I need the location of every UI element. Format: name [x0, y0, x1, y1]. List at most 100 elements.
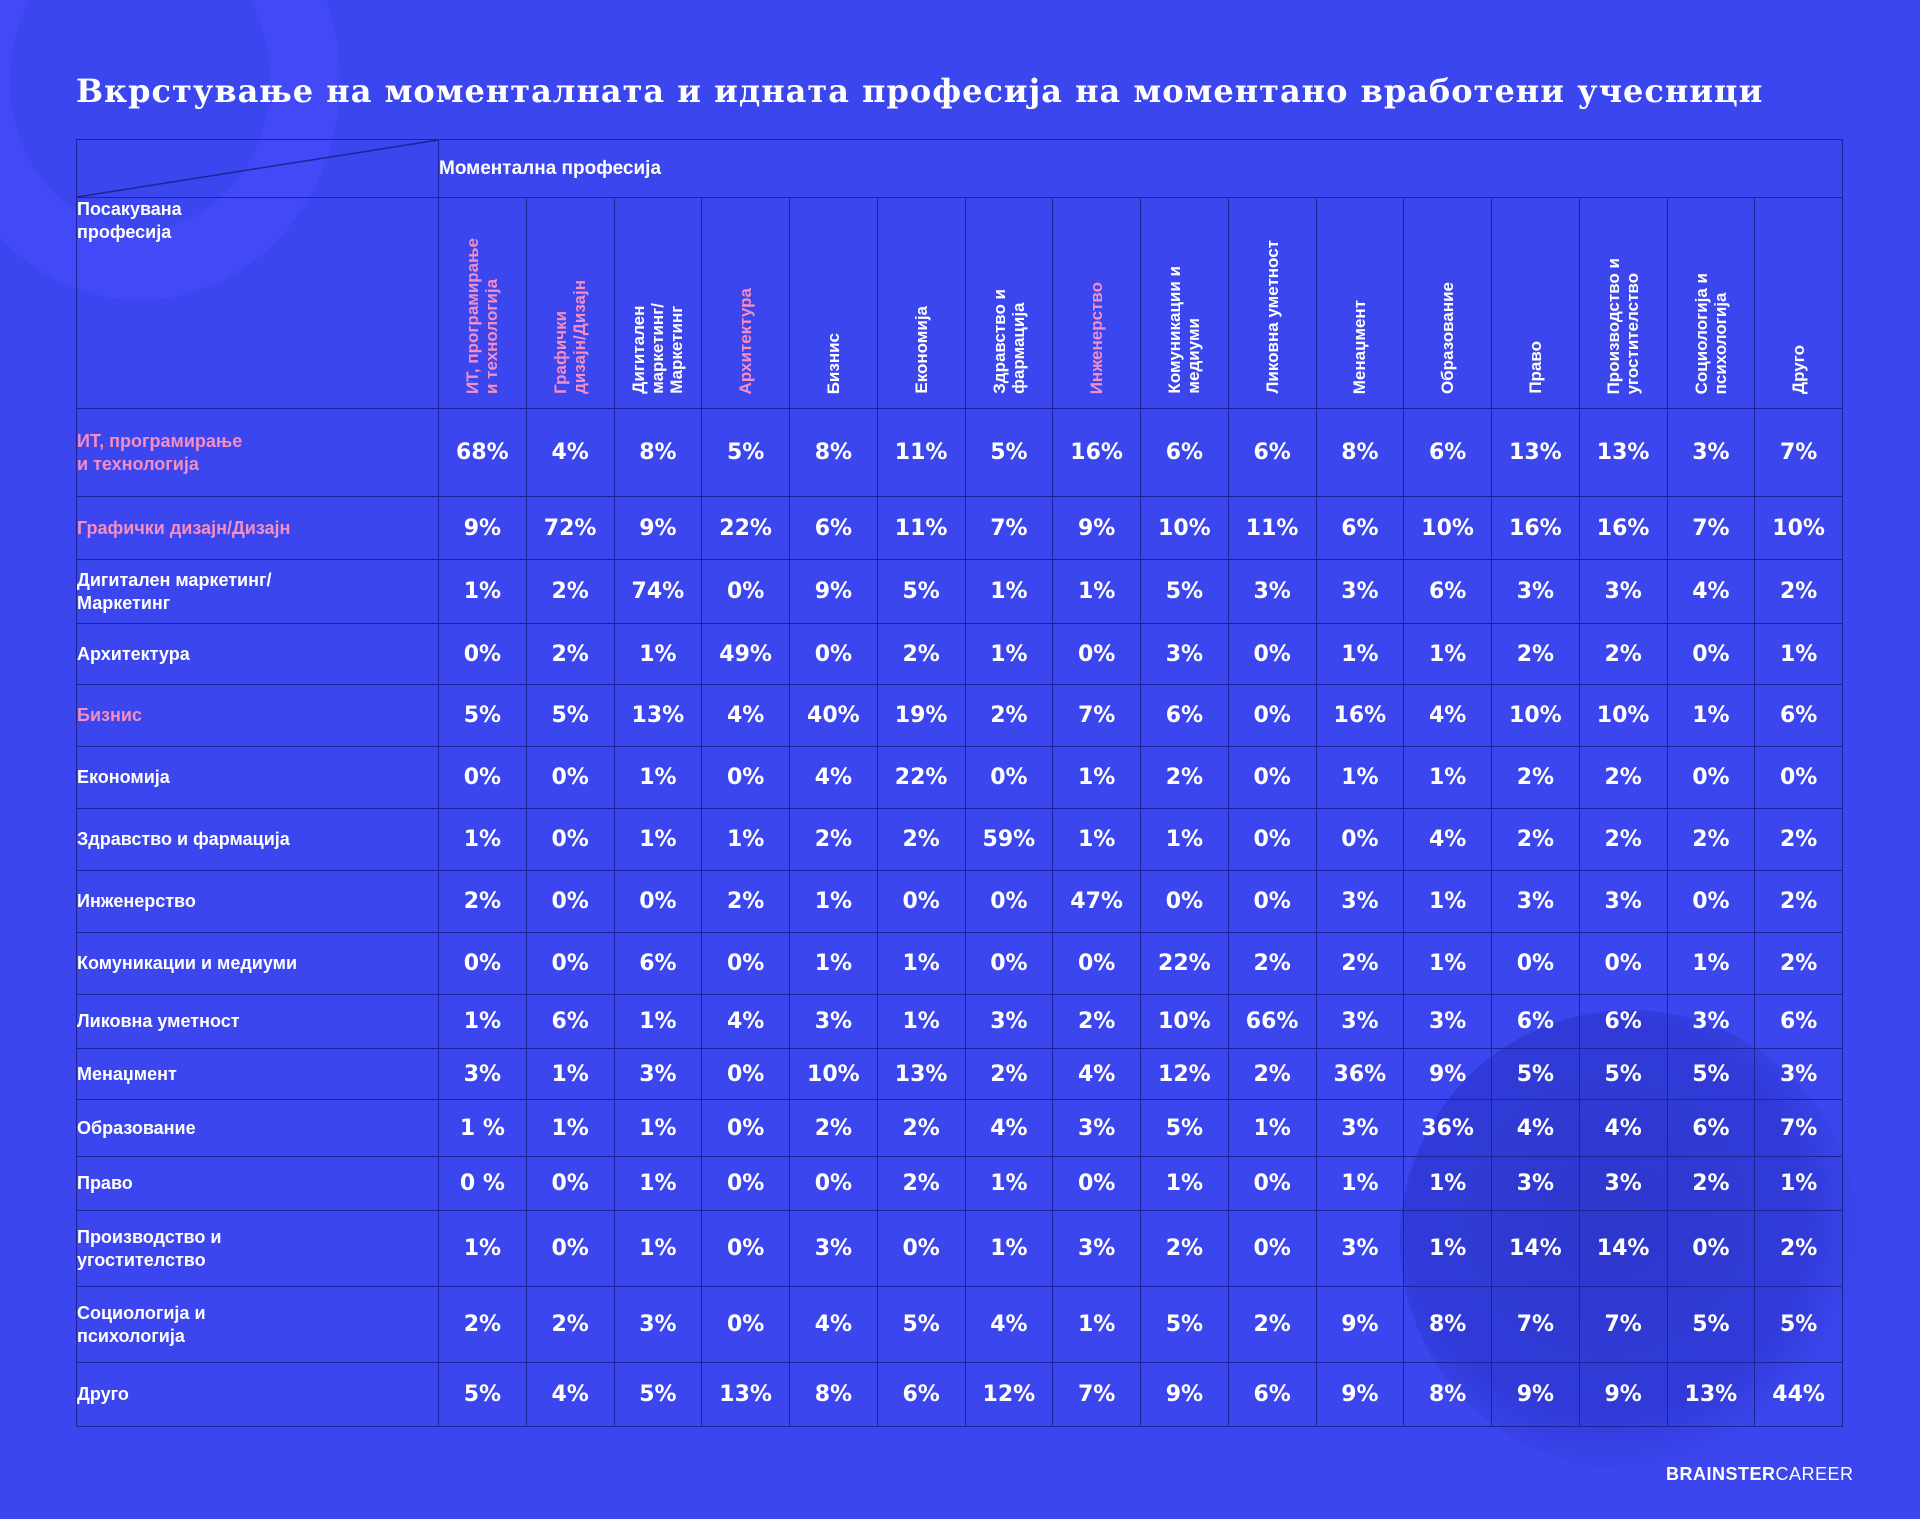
table-cell: 1%: [1052, 1286, 1141, 1363]
table-cell: 6%: [525, 994, 615, 1049]
table-cell: 2%: [1315, 932, 1405, 995]
table-cell: 2%: [1491, 808, 1580, 871]
column-header: Бизнис: [789, 197, 878, 409]
column-header: Право: [1491, 197, 1580, 409]
table-cell: 1%: [1403, 870, 1492, 933]
row-axis-label-text: Посакувана професија: [77, 199, 182, 242]
column-header-label: Производство и угостителство: [1604, 257, 1643, 394]
table-cell: 3%: [1578, 559, 1668, 624]
table-cell: 2%: [1754, 1210, 1843, 1287]
table-cell: 8%: [1403, 1286, 1492, 1363]
row-label: Производство и угостителство: [76, 1210, 439, 1287]
table-cell: 0%: [1578, 932, 1668, 995]
table-cell: 3%: [1315, 994, 1405, 1049]
table-cell: 10%: [1754, 496, 1843, 560]
table-cell: 1%: [701, 808, 790, 871]
table-cell: 2%: [1578, 623, 1668, 685]
table-cell: 0%: [789, 623, 878, 685]
table-cell: 0%: [525, 808, 615, 871]
table-cell: 0%: [1140, 870, 1229, 933]
table-cell: 0%: [876, 1210, 966, 1287]
table-cell: 6%: [1403, 559, 1492, 624]
table-cell: 1%: [1140, 1156, 1229, 1211]
table-cell: 0%: [701, 1286, 790, 1363]
table-cell: 2%: [525, 623, 615, 685]
table-cell: 0%: [438, 746, 527, 809]
table-cell: 22%: [701, 496, 790, 560]
column-header-label: Социологија и психологија: [1691, 272, 1730, 394]
row-label: Здравство и фармација: [76, 808, 439, 871]
row-label: Комуникации и медиуми: [76, 932, 439, 995]
table-cell: 2%: [1491, 746, 1580, 809]
column-header-label: Образование: [1438, 281, 1458, 394]
table-cell: 1%: [438, 559, 527, 624]
table-cell: 7%: [1666, 496, 1756, 560]
table-cell: 1%: [1666, 932, 1756, 995]
table-cell: 3%: [1315, 559, 1405, 624]
table-cell: 0 %: [438, 1156, 527, 1211]
table-cell: 0%: [525, 932, 615, 995]
table-cell: 13%: [1666, 1362, 1756, 1427]
table-cell: 1%: [613, 1156, 703, 1211]
table-cell: 1%: [438, 1210, 527, 1287]
table-cell: 2%: [876, 1156, 966, 1211]
table-cell: 2%: [525, 1286, 615, 1363]
table-cell: 7%: [964, 496, 1054, 560]
table-cell: 36%: [1315, 1048, 1405, 1100]
table-cell: 3%: [1754, 1048, 1843, 1100]
table-cell: 40%: [789, 684, 878, 747]
table-cell: 3%: [1140, 623, 1229, 685]
table-cell: 1%: [613, 746, 703, 809]
table-cell: 16%: [1315, 684, 1405, 747]
table-cell: 3%: [789, 1210, 878, 1287]
column-header-label: Дигитален маркетинг/ Маркетинг: [629, 303, 687, 394]
table-row: Инженерство 2% 0% 0% 2% 1% 0% 0% 47% 0% 0% 3% 1% 3% 3%…: [76, 870, 1843, 933]
table-cell: 22%: [1140, 932, 1229, 995]
column-header: Производство и угостителство: [1578, 197, 1668, 409]
table-cell: 3%: [789, 994, 878, 1049]
table-cell: 2%: [1754, 808, 1843, 871]
row-label: Економија: [76, 746, 439, 809]
table-cell: 0%: [964, 746, 1054, 809]
table-cell: 14%: [1578, 1210, 1668, 1287]
column-header: Дигитален маркетинг/ Маркетинг: [613, 197, 703, 409]
corner-cell: [76, 139, 439, 198]
column-header-label: Ликовна уметност: [1262, 240, 1282, 394]
table-cell: 13%: [876, 1048, 966, 1100]
table-row: Комуникации и медиуми 0% 0% 6% 0% 1% 1% 0% 0% 22%…: [76, 932, 1843, 995]
table-cell: 10%: [1403, 496, 1492, 560]
table-cell: 0%: [1315, 808, 1405, 871]
table-cell: 0%: [964, 870, 1054, 933]
table-cell: 1%: [613, 808, 703, 871]
table-cell: 9%: [1315, 1286, 1405, 1363]
table-cell: 0%: [1491, 932, 1580, 995]
row-label: Ликовна уметност: [76, 994, 439, 1049]
table-cell: 0%: [1227, 870, 1317, 933]
row-axis-label: Посакувана професија: [76, 197, 439, 409]
column-header: Архитектура: [701, 197, 790, 409]
column-header-label: Право: [1525, 341, 1545, 394]
table-cell: 2%: [525, 559, 615, 624]
table-cell: 8%: [613, 408, 703, 497]
table-cell: 5%: [438, 684, 527, 747]
table-cell: 8%: [1315, 408, 1405, 497]
table-cell: 0%: [701, 1048, 790, 1100]
table-cell: 1%: [1403, 932, 1492, 995]
table-cell: 9%: [1578, 1362, 1668, 1427]
column-header-label: Графички дизајн/Дизајн: [551, 280, 590, 394]
table-cell: 13%: [1491, 408, 1580, 497]
table-cell: 74%: [613, 559, 703, 624]
table-cell: 2%: [438, 870, 527, 933]
table-cell: 1%: [1140, 808, 1229, 871]
table-cell: 7%: [1578, 1286, 1668, 1363]
table-row: Дигитален маркетинг/ Маркетинг 1% 2% 74% 0% 9…: [76, 559, 1843, 624]
table-cell: 3%: [1666, 994, 1756, 1049]
table-cell: 2%: [1578, 808, 1668, 871]
table-cell: 6%: [1140, 408, 1229, 497]
table-cell: 3%: [438, 1048, 527, 1100]
table-cell: 0%: [701, 932, 790, 995]
table-cell: 0%: [701, 559, 790, 624]
table-cell: 1%: [1052, 808, 1141, 871]
table-cell: 0%: [789, 1156, 878, 1211]
table-cell: 1%: [1315, 1156, 1405, 1211]
